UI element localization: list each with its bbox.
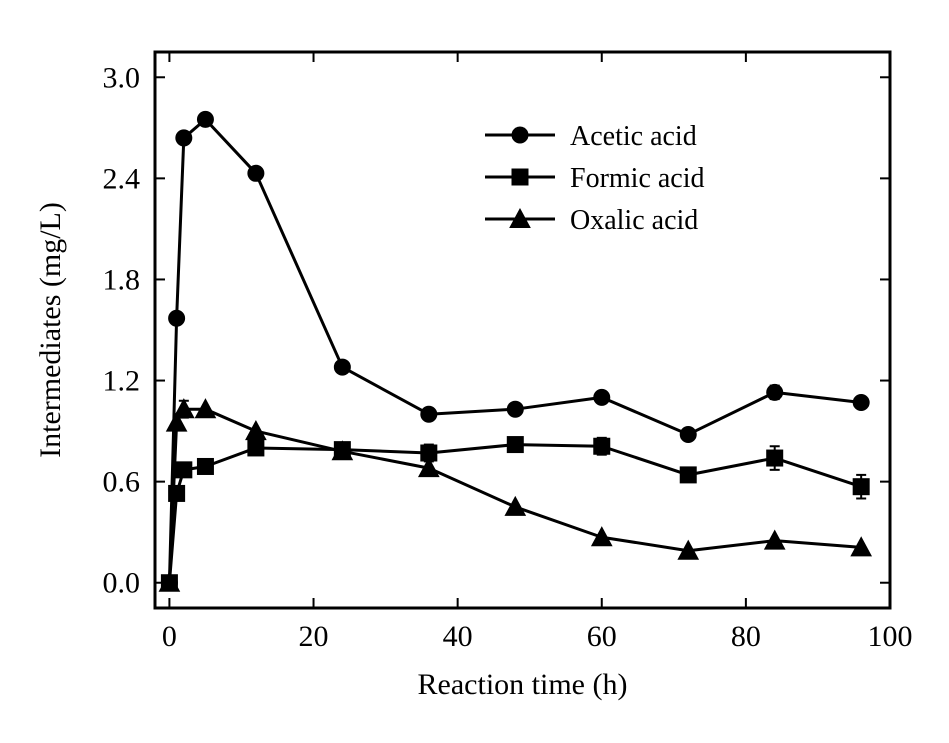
marker-acetic-acid <box>507 401 523 417</box>
x-tick-label: 100 <box>868 620 913 653</box>
legend-label-oxalic-acid: Oxalic acid <box>570 205 698 236</box>
marker-formic-acid <box>853 479 869 495</box>
marker-acetic-acid <box>248 165 264 181</box>
x-axis-label: Reaction time (h) <box>418 668 628 701</box>
marker-formic-acid <box>594 438 610 454</box>
marker-formic-acid <box>507 437 523 453</box>
legend-label-formic-acid: Formic acid <box>570 163 705 194</box>
marker-acetic-acid <box>334 359 350 375</box>
marker-acetic-acid <box>197 111 213 127</box>
marker-formic-acid <box>248 440 264 456</box>
x-tick-label: 20 <box>299 620 329 653</box>
marker-acetic-acid <box>594 389 610 405</box>
marker-acetic-acid <box>767 384 783 400</box>
marker-oxalic-acid <box>246 421 266 440</box>
x-tick-labels: 0 20 40 60 80 100 <box>162 620 913 653</box>
marker-formic-acid <box>169 485 185 501</box>
x-tick-label: 80 <box>731 620 761 653</box>
x-tick-label: 40 <box>443 620 473 653</box>
chart-stage: 0 20 40 60 80 100 0.0 0.6 1.2 1.8 2.4 3.0 Reaction… <box>0 0 949 743</box>
marker-formic-acid <box>680 467 696 483</box>
y-tick-labels: 0.0 0.6 1.2 1.8 2.4 3.0 <box>103 61 141 599</box>
marker-formic-acid <box>767 450 783 466</box>
legend-marker <box>512 127 528 143</box>
y-tick-label: 1.2 <box>103 365 141 398</box>
marker-acetic-acid <box>680 426 696 442</box>
series-oxalic-acid <box>159 399 871 591</box>
y-tick-label: 0.6 <box>103 466 141 499</box>
marker-acetic-acid <box>853 394 869 410</box>
legend: Acetic acid Formic acid Oxalic acid <box>485 121 705 236</box>
marker-acetic-acid <box>421 406 437 422</box>
y-tick-label: 3.0 <box>103 61 141 94</box>
x-tick-label: 0 <box>162 620 177 653</box>
y-tick-label: 1.8 <box>103 263 141 296</box>
marker-formic-acid <box>176 462 192 478</box>
y-axis-label: Intermediates (mg/L) <box>34 202 67 458</box>
marker-acetic-acid <box>169 310 185 326</box>
marker-acetic-acid <box>176 130 192 146</box>
x-tick-label: 60 <box>587 620 617 653</box>
y-tick-label: 0.0 <box>103 567 141 600</box>
legend-marker <box>512 169 528 185</box>
legend-label-acetic-acid: Acetic acid <box>570 121 697 152</box>
intermediates-chart: 0 20 40 60 80 100 0.0 0.6 1.2 1.8 2.4 3.0 Reaction… <box>0 0 949 743</box>
y-tick-label: 2.4 <box>103 162 141 195</box>
marker-oxalic-acid <box>592 527 612 546</box>
marker-formic-acid <box>197 458 213 474</box>
marker-oxalic-acid <box>505 497 525 516</box>
